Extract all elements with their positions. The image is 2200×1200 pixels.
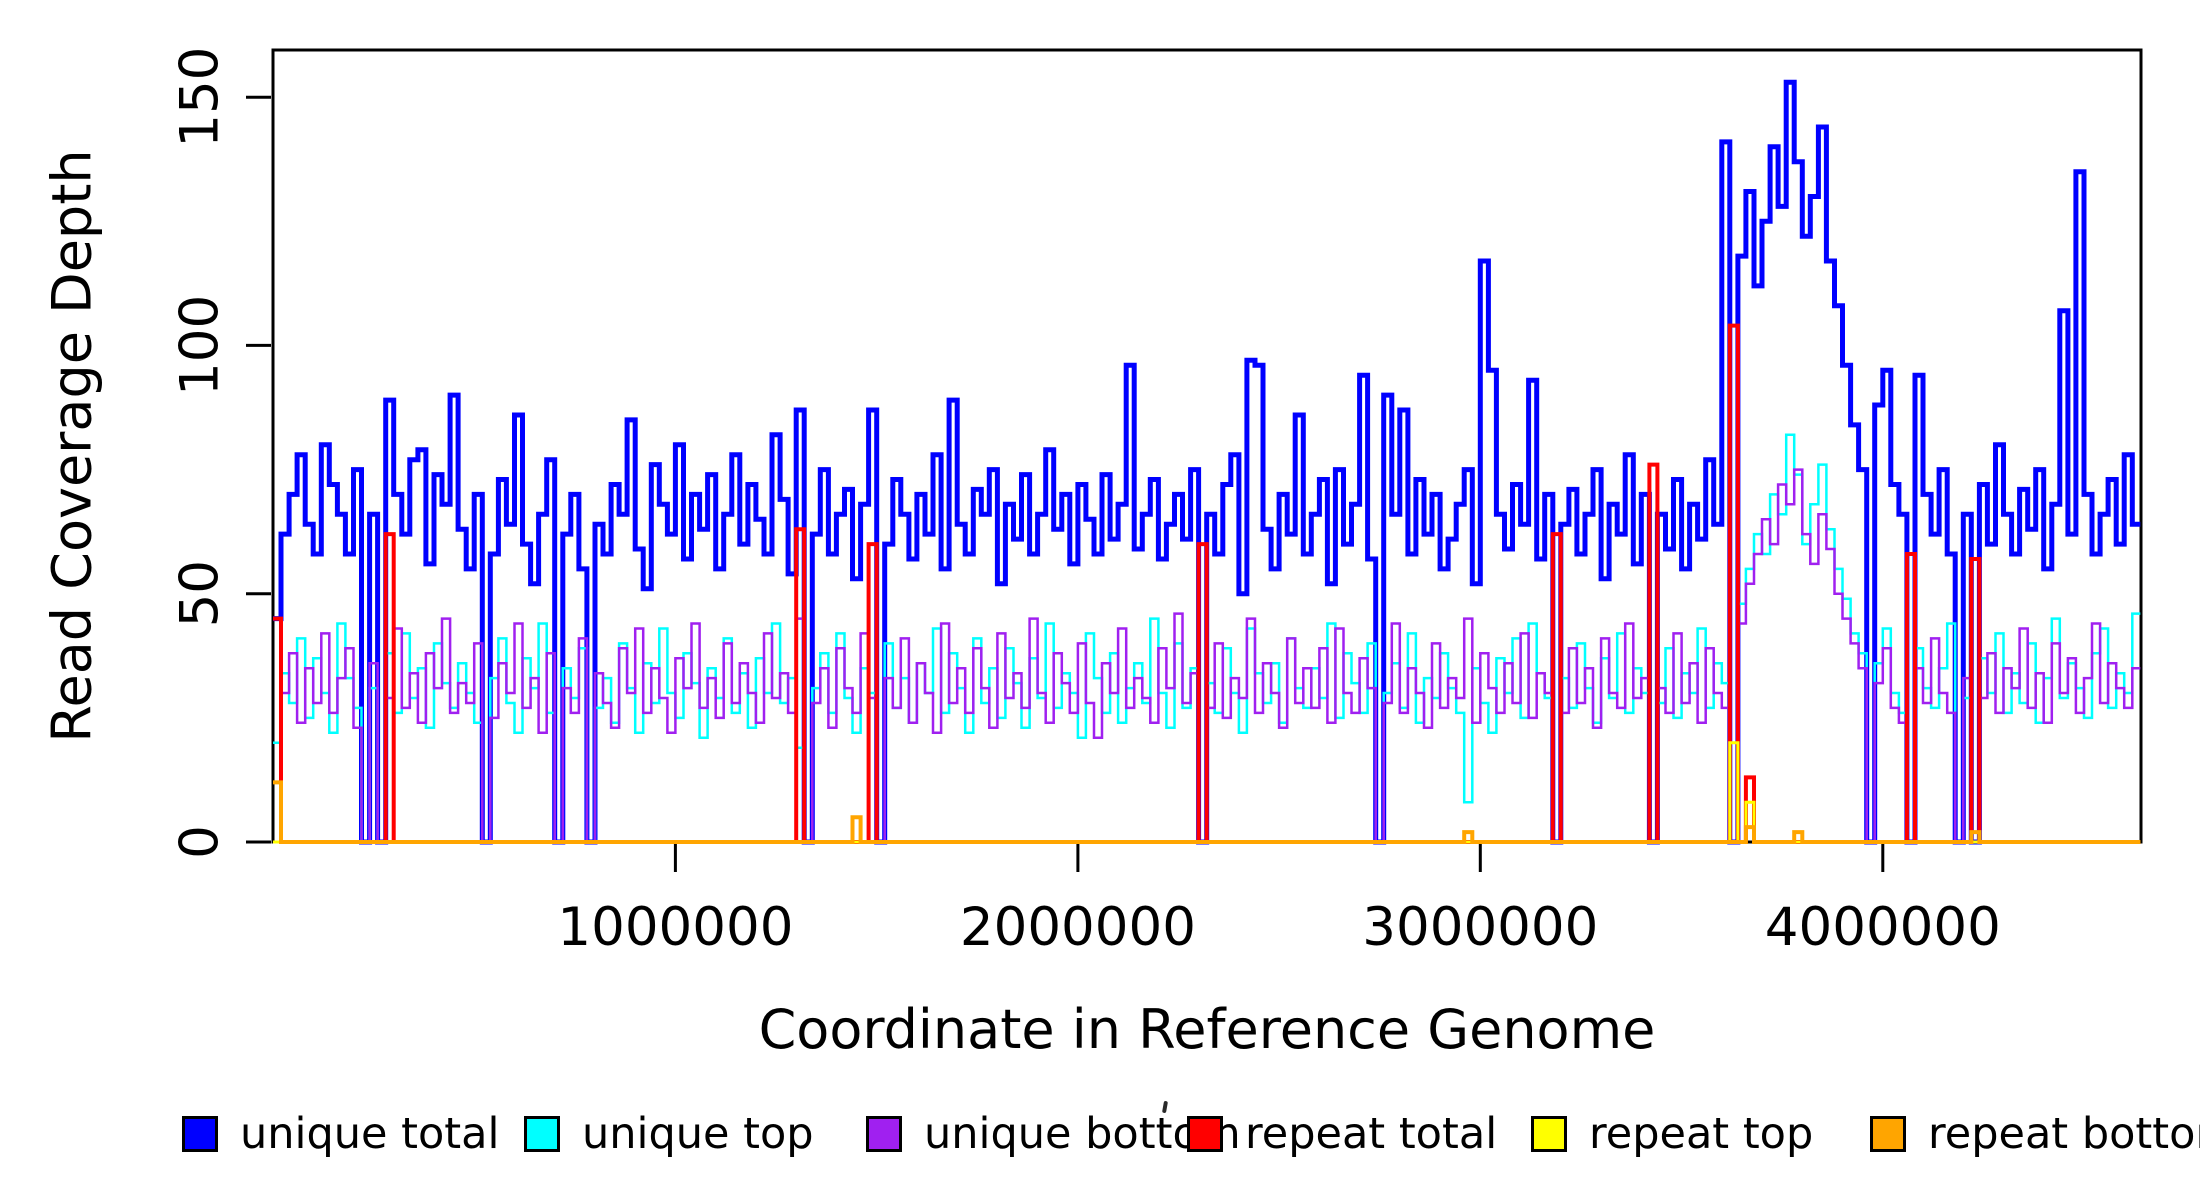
y-axis-ticks: 0 50 100 150 bbox=[170, 47, 271, 859]
repeat-total-swatch-icon bbox=[1187, 1116, 1223, 1152]
y-tick-150: 150 bbox=[170, 47, 271, 148]
x-tick-4000000: 4000000 bbox=[1765, 844, 2001, 958]
legend-label: repeat top bbox=[1589, 1109, 1814, 1159]
y-tick-100: 100 bbox=[170, 295, 271, 396]
y-tick-label: 100 bbox=[170, 295, 231, 396]
legend-label: repeat bottom bbox=[1928, 1109, 2200, 1159]
repeat-bottom-swatch-icon bbox=[1870, 1116, 1906, 1152]
x-tick-label: 3000000 bbox=[1362, 897, 1598, 958]
x-tick-2000000: 2000000 bbox=[960, 844, 1196, 958]
y-axis-title: Read Coverage Depth bbox=[41, 149, 104, 742]
legend-label: unique total bbox=[240, 1109, 500, 1159]
y-tick-50: 50 bbox=[170, 560, 271, 627]
x-axis-ticks: 1000000 2000000 3000000 4000000 bbox=[557, 844, 2001, 958]
legend-item-unique-bottom: unique bottom bbox=[866, 1108, 1241, 1160]
y-tick-label: 50 bbox=[170, 560, 231, 627]
series-lines bbox=[273, 79, 2141, 845]
legend-label: unique top bbox=[582, 1109, 814, 1159]
y-tick-label: 150 bbox=[170, 47, 231, 148]
legend-item-repeat-total: repeat total bbox=[1187, 1108, 1497, 1160]
legend-item-repeat-bottom: repeat bottom bbox=[1870, 1108, 2200, 1160]
legend-label: repeat total bbox=[1245, 1109, 1498, 1159]
y-tick-label: 0 bbox=[170, 825, 231, 859]
x-axis-title: Coordinate in Reference Genome bbox=[759, 998, 1656, 1061]
unique-top-swatch-icon bbox=[524, 1116, 560, 1152]
series-repeat-bottom bbox=[273, 780, 2141, 844]
legend-item-unique-top: unique top bbox=[524, 1108, 814, 1160]
unique-bottom-swatch-icon bbox=[866, 1116, 902, 1152]
x-tick-1000000: 1000000 bbox=[557, 844, 793, 958]
x-tick-3000000: 3000000 bbox=[1362, 844, 1598, 958]
legend-item-repeat-top: repeat top bbox=[1531, 1108, 1813, 1160]
unique-total-swatch-icon bbox=[182, 1116, 218, 1152]
y-tick-0: 0 bbox=[170, 825, 271, 859]
x-tick-label: 1000000 bbox=[557, 897, 793, 958]
repeat-top-swatch-icon bbox=[1531, 1116, 1567, 1152]
legend-item-unique-total: unique total bbox=[182, 1108, 499, 1160]
x-tick-label: 4000000 bbox=[1765, 897, 2001, 958]
x-tick-label: 2000000 bbox=[960, 897, 1196, 958]
